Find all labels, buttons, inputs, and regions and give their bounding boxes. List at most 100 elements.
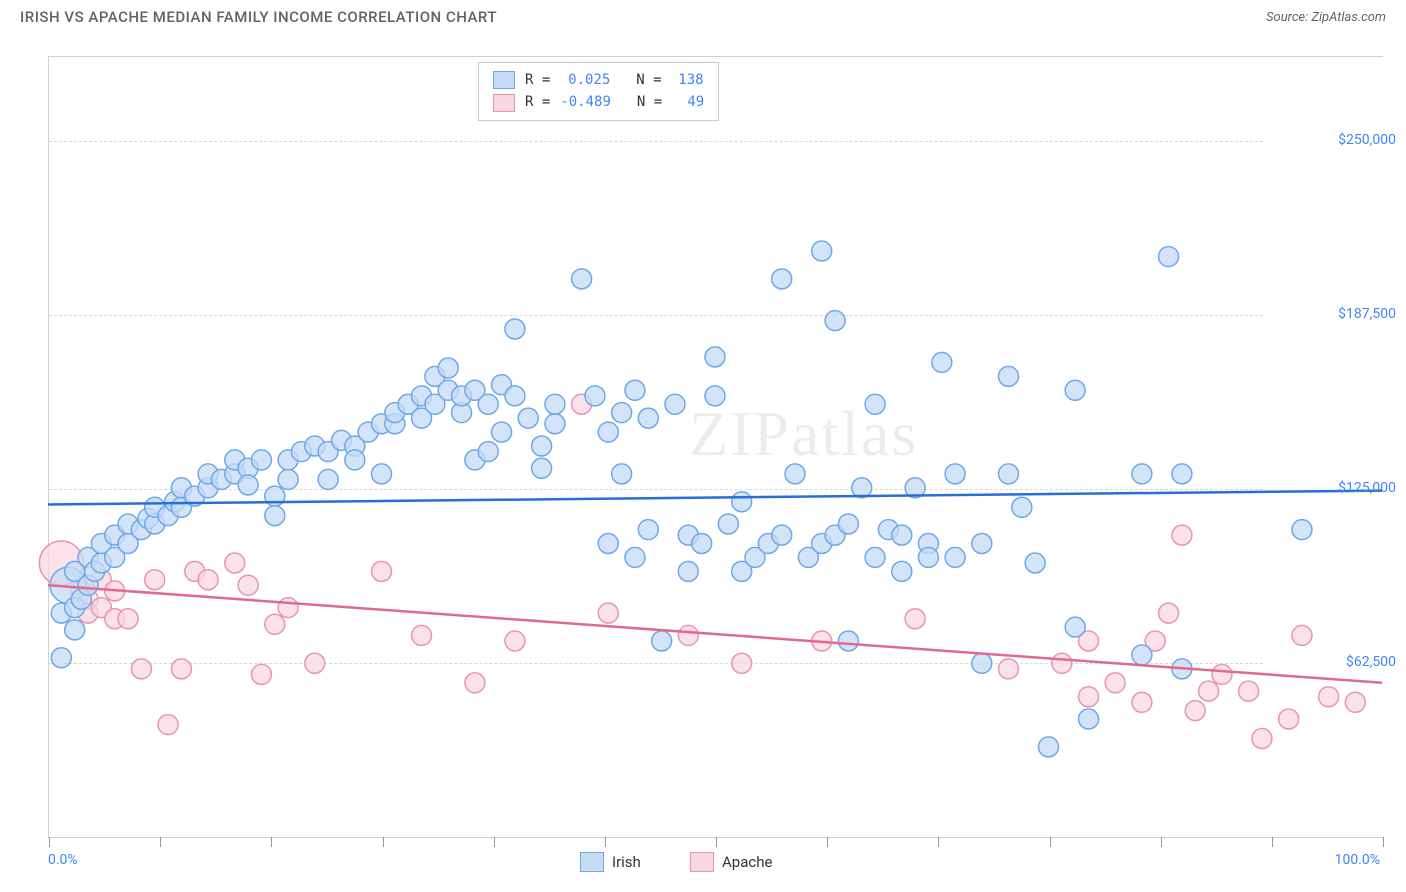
n-value-apache: 49	[672, 91, 704, 113]
data-point-apache	[505, 631, 525, 651]
data-point-irish	[318, 469, 338, 489]
x-tick	[1161, 837, 1162, 847]
data-point-irish	[772, 269, 792, 289]
data-point-apache	[305, 653, 325, 673]
data-point-apache	[278, 598, 298, 618]
n-value-irish: 138	[672, 69, 704, 91]
data-point-irish	[838, 514, 858, 534]
data-point-irish	[572, 269, 592, 289]
data-point-apache	[1345, 692, 1365, 712]
y-tick-label: $187,500	[1338, 306, 1396, 322]
data-point-irish	[532, 458, 552, 478]
x-tick	[1272, 837, 1273, 847]
swatch-irish-bottom	[580, 852, 604, 872]
legend-label-apache: Apache	[722, 853, 772, 871]
data-point-apache	[1132, 692, 1152, 712]
data-point-apache	[1212, 664, 1232, 684]
swatch-apache-bottom	[690, 852, 714, 872]
x-axis-max-label: 100.0%	[1335, 852, 1380, 868]
r-label: R =	[525, 69, 550, 91]
data-point-irish	[518, 408, 538, 428]
data-point-apache	[1199, 681, 1219, 701]
data-point-irish	[612, 464, 632, 484]
data-point-apache	[251, 664, 271, 684]
data-point-irish	[625, 380, 645, 400]
data-point-apache	[1105, 673, 1125, 693]
data-point-irish	[972, 653, 992, 673]
data-point-irish	[865, 394, 885, 414]
data-point-irish	[892, 561, 912, 581]
data-point-irish	[238, 475, 258, 495]
data-point-irish	[718, 514, 738, 534]
data-point-irish	[998, 464, 1018, 484]
data-point-irish	[692, 534, 712, 554]
n-label: N =	[637, 91, 662, 113]
data-point-irish	[545, 394, 565, 414]
data-point-irish	[652, 631, 672, 651]
stats-row-apache: R = -0.489 N = 49	[493, 91, 704, 113]
data-point-irish	[678, 561, 698, 581]
data-point-apache	[1159, 603, 1179, 623]
data-point-irish	[772, 525, 792, 545]
bottom-legend-apache: Apache	[690, 852, 772, 872]
data-point-apache	[412, 625, 432, 645]
x-tick	[160, 837, 161, 847]
data-point-irish	[892, 525, 912, 545]
x-axis-min-label: 0.0%	[48, 852, 78, 868]
data-point-irish	[1039, 737, 1059, 757]
x-tick	[938, 837, 939, 847]
data-point-apache	[598, 603, 618, 623]
data-point-apache	[1252, 729, 1272, 749]
data-point-irish	[585, 386, 605, 406]
data-point-irish	[1172, 464, 1192, 484]
data-point-irish	[1292, 520, 1312, 540]
data-point-irish	[825, 311, 845, 331]
data-point-apache	[998, 659, 1018, 679]
swatch-irish	[493, 71, 515, 89]
data-point-apache	[905, 609, 925, 629]
data-point-irish	[1079, 709, 1099, 729]
data-point-irish	[65, 620, 85, 640]
data-point-irish	[665, 394, 685, 414]
x-tick	[1383, 837, 1384, 847]
data-point-apache	[225, 553, 245, 573]
data-point-apache	[118, 609, 138, 629]
data-point-irish	[532, 436, 552, 456]
r-value-irish: 0.025	[560, 69, 610, 91]
data-point-apache	[1172, 525, 1192, 545]
data-point-irish	[1065, 380, 1085, 400]
chart-title: IRISH VS APACHE MEDIAN FAMILY INCOME COR…	[20, 8, 497, 26]
data-point-irish	[505, 386, 525, 406]
y-tick-label: $125,000	[1338, 480, 1396, 496]
data-point-irish	[918, 547, 938, 567]
data-point-apache	[158, 715, 178, 735]
data-point-irish	[345, 450, 365, 470]
data-point-irish	[545, 414, 565, 434]
data-point-apache	[1185, 701, 1205, 721]
r-value-apache: -0.489	[560, 91, 611, 113]
data-point-irish	[278, 469, 298, 489]
data-point-irish	[932, 352, 952, 372]
legend-label-irish: Irish	[612, 853, 641, 871]
data-point-irish	[478, 442, 498, 462]
x-tick	[716, 837, 717, 847]
x-tick	[383, 837, 384, 847]
data-point-apache	[1292, 625, 1312, 645]
stats-row-irish: R = 0.025 N = 138	[493, 69, 704, 91]
x-tick	[271, 837, 272, 847]
data-point-apache	[678, 625, 698, 645]
data-point-irish	[1012, 497, 1032, 517]
data-point-irish	[612, 403, 632, 423]
data-point-apache	[1279, 709, 1299, 729]
data-point-apache	[372, 561, 392, 581]
data-point-apache	[171, 659, 191, 679]
data-point-irish	[785, 464, 805, 484]
data-point-irish	[972, 534, 992, 554]
data-point-irish	[51, 648, 71, 668]
x-tick	[605, 837, 606, 847]
bottom-legend-irish: Irish	[580, 852, 641, 872]
data-point-irish	[945, 464, 965, 484]
data-point-irish	[945, 547, 965, 567]
data-point-apache	[145, 570, 165, 590]
data-point-apache	[265, 614, 285, 634]
